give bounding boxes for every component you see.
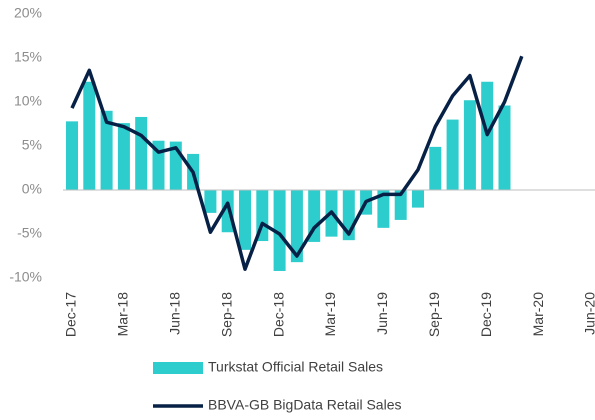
bar — [117, 123, 130, 190]
x-tick-label: Mar-18 — [115, 292, 131, 337]
bar — [429, 146, 442, 190]
bar — [498, 105, 511, 190]
y-tick-label: -5% — [17, 225, 42, 241]
x-tick-label: Jun-18 — [167, 292, 183, 335]
bar — [377, 190, 390, 228]
legend-label: BBVA-GB BigData Retail Sales — [208, 397, 402, 413]
bar — [446, 119, 459, 190]
y-tick-label: 15% — [14, 49, 42, 65]
bar — [290, 190, 303, 263]
bar — [239, 190, 251, 250]
x-tick-label: Mar-20 — [530, 292, 546, 337]
x-tick-label: Dec-19 — [478, 292, 494, 337]
x-tick-label: Mar-19 — [322, 292, 338, 337]
bar — [83, 81, 96, 190]
y-tick-label: 20% — [14, 5, 42, 21]
y-tick-label: 5% — [22, 137, 42, 153]
x-tick-label: Jun-20 — [582, 292, 595, 335]
x-tick-label: Dec-17 — [63, 292, 79, 337]
x-tick-label: Dec-18 — [270, 292, 286, 337]
bar — [221, 190, 234, 233]
bar — [273, 190, 286, 271]
bar — [66, 121, 78, 190]
y-tick-label: 10% — [14, 93, 42, 109]
bar — [394, 190, 407, 220]
legend-swatch — [153, 362, 203, 374]
legend-label: Turkstat Official Retail Sales — [208, 359, 383, 375]
x-tick-label: Sep-18 — [218, 292, 234, 337]
y-tick-label: -10% — [9, 269, 42, 285]
y-tick-label: 0% — [22, 181, 42, 197]
bar — [308, 190, 321, 242]
bar — [135, 116, 148, 190]
x-tick-label: Sep-19 — [426, 292, 442, 337]
bar — [204, 190, 217, 213]
line — [70, 55, 524, 271]
bar — [100, 110, 113, 190]
x-tick-label: Jun-19 — [374, 292, 390, 335]
bar — [463, 100, 476, 190]
bar — [412, 190, 424, 208]
